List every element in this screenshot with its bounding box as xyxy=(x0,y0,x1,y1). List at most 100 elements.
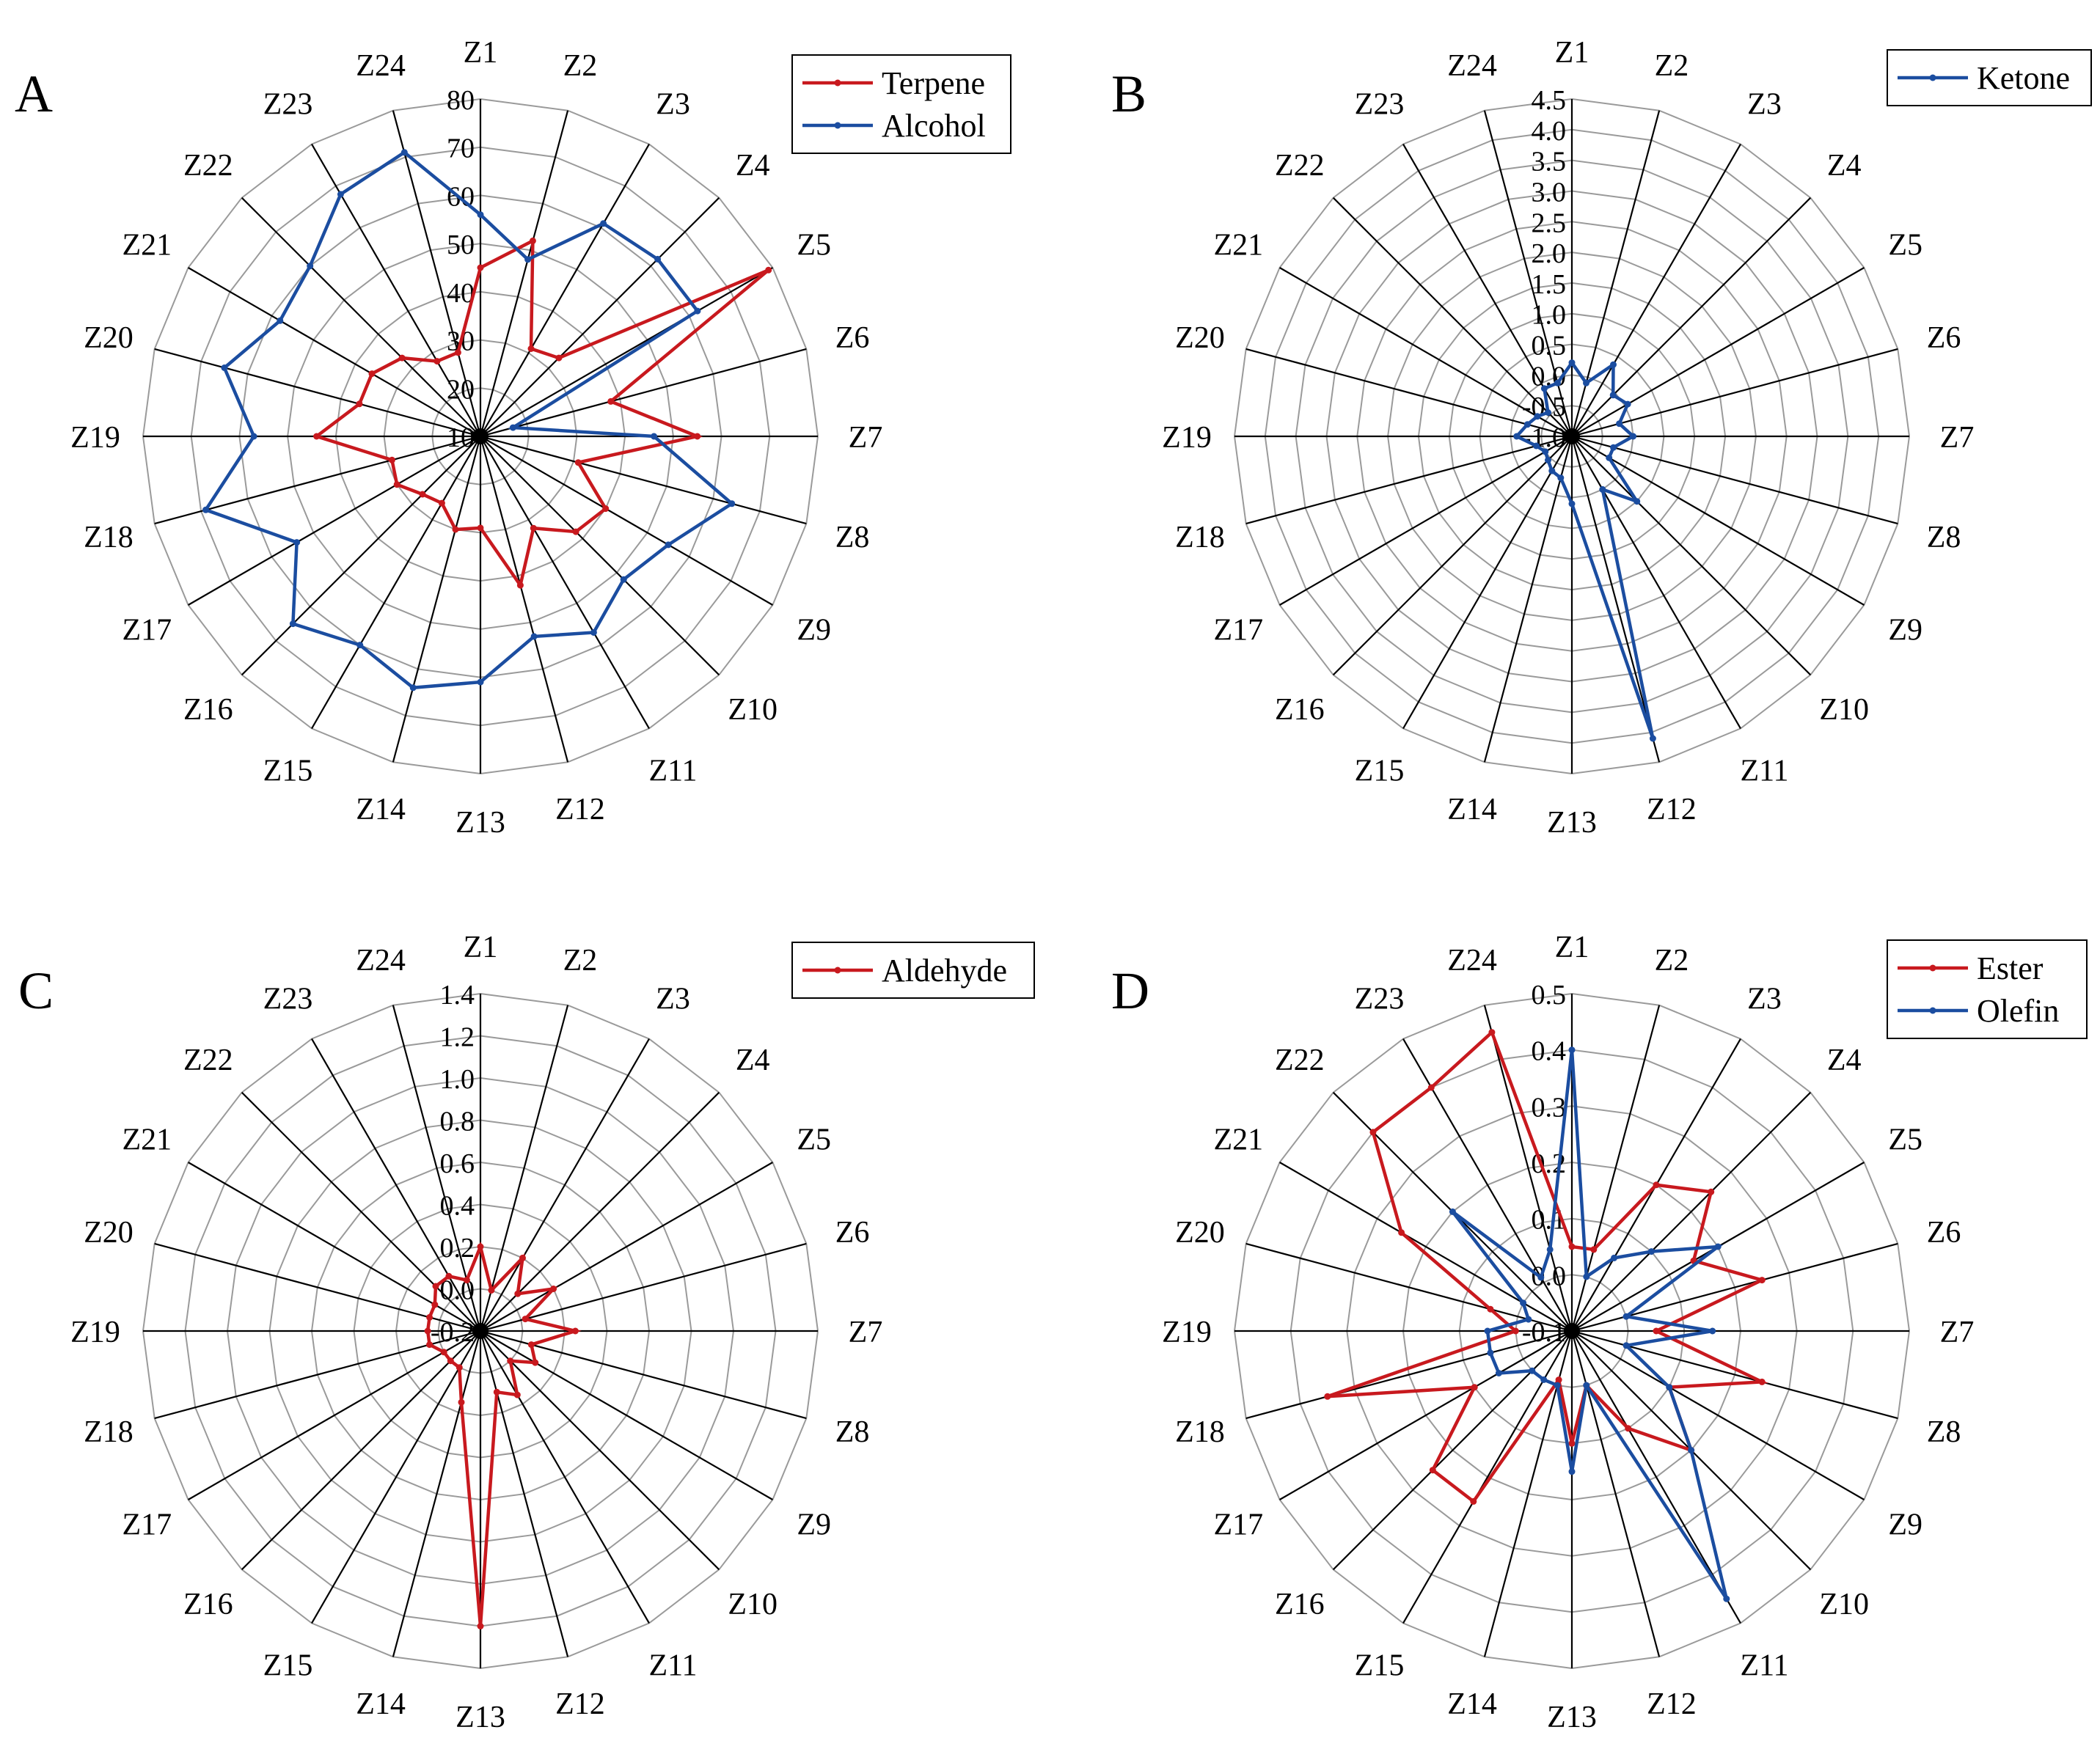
panel-c-series-aldehyde-point-z15 xyxy=(456,1364,463,1371)
panel-d-series-olefin-point-z2 xyxy=(1583,1273,1590,1280)
panel-a-series-terpene-point-z21 xyxy=(368,370,376,378)
panel-b-spoke-z20 xyxy=(1245,348,1573,438)
panel-d-series-olefin-point-z10 xyxy=(1688,1447,1695,1454)
panel-a-spoke-z11 xyxy=(480,436,650,729)
panel-a-spoke-z9 xyxy=(480,436,773,606)
panel-d-category-label-z24: Z24 xyxy=(1447,944,1497,978)
panel-a: A Z1 Z2 Z3 Z4 Z5 Z6 Z7 Z8 Z9 Z10 Z11 Z12 Z13 Z14 Z15 Z1… xyxy=(15,36,1011,840)
panel-d-legend-box xyxy=(1887,939,2088,1039)
panel-c-category-label-z5: Z5 xyxy=(797,1123,831,1157)
panel-a-series-alcohol-point-z11 xyxy=(590,629,597,636)
panel-c-series-aldehyde-point-z22 xyxy=(432,1283,439,1290)
panel-b-category-label-z6: Z6 xyxy=(1927,321,1961,355)
panel-b-series-ketone-point-z16 xyxy=(1545,457,1551,463)
panel-b-tick-label-11: 4.5 xyxy=(1532,85,1567,116)
panel-d-series-olefin-point-z17 xyxy=(1495,1370,1502,1376)
panel-a-category-label-z16: Z16 xyxy=(183,693,233,727)
panel-a-category-label-z14: Z14 xyxy=(356,793,406,826)
panel-c-series-aldehyde-point-z7 xyxy=(571,1327,579,1335)
panel-b-series-ketone-point-z6 xyxy=(1616,420,1623,428)
panel-c-center-dot xyxy=(472,1323,489,1339)
panel-d-legend-label-olefin: Olefin xyxy=(1977,993,2059,1029)
panel-d-category-label-z8: Z8 xyxy=(1927,1415,1961,1449)
panel-a-series-terpene-point-z4 xyxy=(555,354,563,362)
panel-b-tick-label-6: 2.0 xyxy=(1532,238,1567,269)
panel-a-series-terpene-point-z9 xyxy=(602,505,610,513)
panel-c-spoke-z23 xyxy=(311,1038,481,1332)
panel-c-series-aldehyde-point-z12 xyxy=(493,1388,500,1396)
panel-c-spoke-z17 xyxy=(188,1330,481,1500)
panel-c-series-aldehyde-point-z14 xyxy=(458,1398,465,1406)
panel-c-category-label-z24: Z24 xyxy=(356,944,406,978)
panel-c-spoke-z11 xyxy=(480,1330,650,1624)
panel-d-series-olefin-point-z19 xyxy=(1484,1327,1491,1335)
panel-a-series-terpene-point-z24 xyxy=(454,349,461,356)
panel-c-spoke-z4 xyxy=(480,1091,720,1332)
panel-a-series-terpene-point-z8 xyxy=(574,459,582,466)
panel-c-series-aldehyde-point-z11 xyxy=(513,1391,521,1398)
panel-d-series-olefin-point-z22 xyxy=(1449,1208,1456,1215)
panel-b-spoke-z22 xyxy=(1332,197,1573,437)
panel-d-legend-marker-ester xyxy=(1929,964,1936,972)
panel-a-category-label-z7: Z7 xyxy=(849,421,883,455)
panel-a-series-alcohol-point-z6 xyxy=(509,424,516,431)
panel-a-category-label-z1: Z1 xyxy=(464,36,498,70)
panel-a-spoke-z10 xyxy=(480,436,720,676)
panel-d-category-label-z23: Z23 xyxy=(1355,982,1405,1016)
panel-a-category-label-z18: Z18 xyxy=(84,521,133,554)
panel-a-series-terpene-point-z11 xyxy=(530,524,537,532)
panel-d-series-olefin-point-z24 xyxy=(1546,1246,1554,1253)
panel-d-spoke-z18 xyxy=(1245,1330,1573,1420)
panel-b-spoke-z5 xyxy=(1571,267,1865,437)
panel-a-series-alcohol-point-z5 xyxy=(694,307,701,315)
panel-d-spoke-z17 xyxy=(1279,1330,1573,1500)
panel-c-spoke-z14 xyxy=(392,1330,482,1657)
panel-d-series-ester-point-z8 xyxy=(1758,1378,1766,1385)
panel-b-spoke-z3 xyxy=(1571,144,1741,437)
panel-c-category-label-z3: Z3 xyxy=(656,982,690,1016)
panel-a-series-alcohol-point-z9 xyxy=(665,541,672,549)
panel-c-legend-marker-aldehyde xyxy=(834,967,841,974)
panel-a-spoke-z17 xyxy=(188,436,481,606)
panel-d-category-label-z19: Z19 xyxy=(1162,1316,1212,1349)
panel-c-category-label-z1: Z1 xyxy=(464,931,498,964)
panel-c-tick-label-4: 0.6 xyxy=(440,1148,475,1179)
panel-d-series-olefin-point-z11 xyxy=(1723,1595,1730,1602)
panel-b-series-ketone-point-z15 xyxy=(1548,467,1556,474)
panel-a-series-terpene-point-z10 xyxy=(572,528,579,535)
panel-a-label: A xyxy=(15,65,53,123)
panel-b-category-label-z24: Z24 xyxy=(1447,49,1497,83)
panel-b-category-label-z16: Z16 xyxy=(1275,693,1325,727)
panel-a-legend-marker-alcohol xyxy=(834,122,841,129)
panel-c-spoke-z24 xyxy=(392,1005,482,1332)
panel-a-series-terpene-point-z2 xyxy=(529,237,536,244)
panel-d-category-label-z21: Z21 xyxy=(1213,1123,1263,1157)
panel-c-category-label-z8: Z8 xyxy=(835,1415,870,1449)
panel-a-category-label-z9: Z9 xyxy=(797,614,831,648)
panel-b-series-ketone-point-z4 xyxy=(1609,392,1617,399)
panel-b-category-label-z4: Z4 xyxy=(1827,149,1862,183)
panel-d-tick-label-4: 0.3 xyxy=(1532,1092,1567,1123)
panel-b-series-ketone-point-z22 xyxy=(1545,409,1551,416)
panel-c-series-aldehyde-point-z19 xyxy=(424,1327,431,1335)
panel-a-center-dot xyxy=(472,428,489,444)
panel-d-category-label-z5: Z5 xyxy=(1888,1123,1922,1157)
panel-c-category-label-z23: Z23 xyxy=(263,982,313,1016)
panel-b-series-ketone-point-z23 xyxy=(1540,385,1548,392)
panel-d-series-ester-point-z24 xyxy=(1488,1029,1496,1036)
panel-d-category-label-z15: Z15 xyxy=(1355,1649,1405,1683)
panel-b-tick-label-10: 4.0 xyxy=(1532,116,1567,147)
panel-c-tick-label-6: 1.0 xyxy=(440,1064,475,1095)
panel-d-series-ester-point-z19 xyxy=(1512,1327,1519,1335)
panel-a-series-terpene-point-z12 xyxy=(516,582,524,589)
panel-d-label: D xyxy=(1111,961,1149,1020)
panel-b-series-ketone-point-z12 xyxy=(1649,735,1656,742)
panel-c-category-label-z10: Z10 xyxy=(728,1588,778,1621)
panel-a-category-label-z5: Z5 xyxy=(797,229,831,263)
panel-b-series-ketone-point-z5 xyxy=(1624,400,1631,408)
panel-a-spoke-z4 xyxy=(480,197,720,437)
panel-c-series-aldehyde-point-z18 xyxy=(426,1341,433,1349)
panel-c-spoke-z10 xyxy=(480,1330,720,1571)
panel-b-category-label-z20: Z20 xyxy=(1175,321,1225,355)
panel-d-series-olefin-point-z4 xyxy=(1647,1248,1655,1255)
